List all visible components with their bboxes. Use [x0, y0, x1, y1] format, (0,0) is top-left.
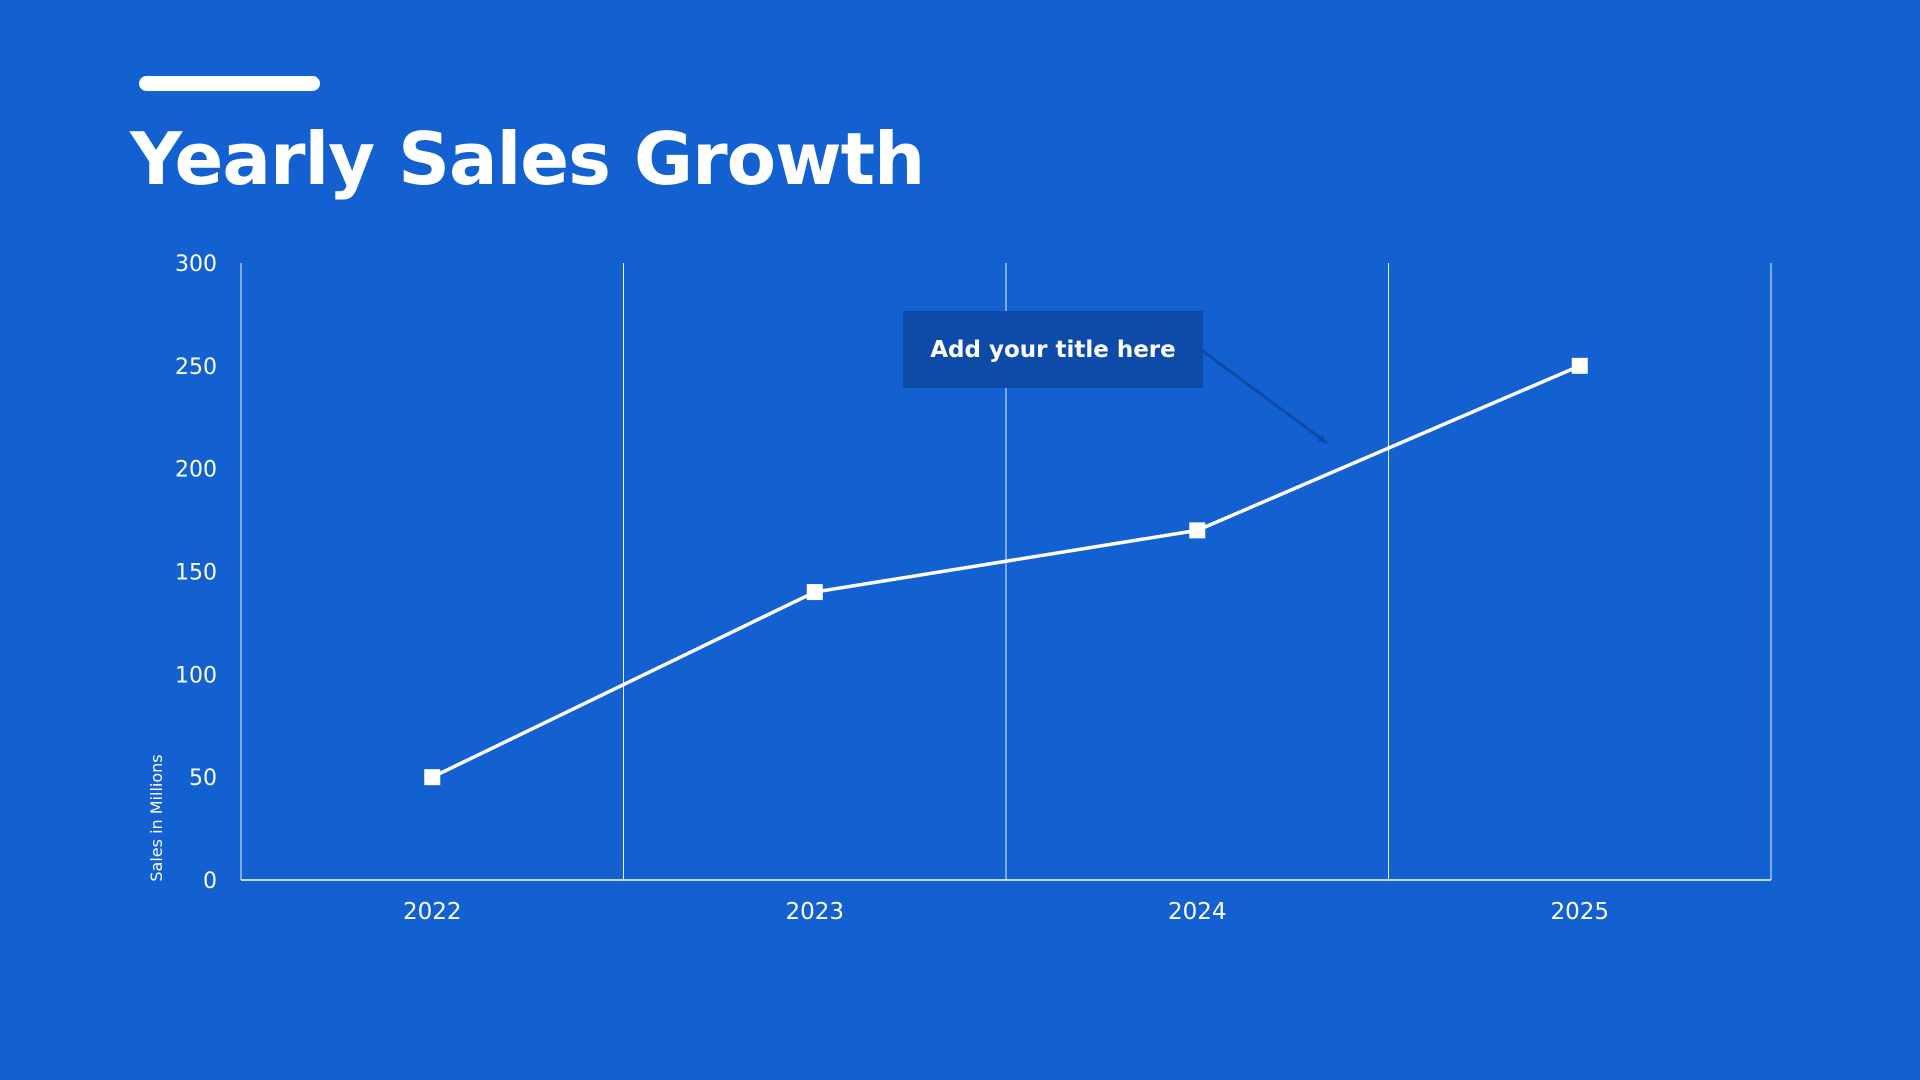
- chart-series: [431, 364, 1581, 779]
- y-tick-label-100: 100: [175, 663, 217, 688]
- x-tick-label-2022: 2022: [403, 899, 462, 925]
- chart-markers: [424, 357, 1588, 786]
- data-point-2023: [806, 584, 823, 601]
- y-tick-label-250: 250: [175, 355, 217, 380]
- x-tick-label-2025: 2025: [1550, 899, 1609, 925]
- series-line-0: [431, 364, 1581, 779]
- y-tick-label-300: 300: [175, 252, 217, 277]
- callout-text: Add your title here: [930, 336, 1176, 363]
- y-axis-label: Sales in Millions: [147, 754, 166, 881]
- y-tick-label-0: 0: [203, 869, 217, 894]
- callout-box: Add your title here: [903, 311, 1203, 388]
- y-tick-label-200: 200: [175, 458, 217, 483]
- data-point-2024: [1189, 522, 1206, 539]
- y-axis-tick-labels: 0 50 100 150 200 250 300: [175, 252, 217, 894]
- x-axis-tick-labels: 2022 2023 2024 2025: [403, 899, 1609, 925]
- x-tick-label-2023: 2023: [785, 899, 844, 925]
- y-tick-label-50: 50: [189, 766, 217, 791]
- data-point-2022: [424, 769, 441, 786]
- slide-title: Yearly Sales Growth: [130, 117, 925, 201]
- y-tick-label-150: 150: [175, 561, 217, 586]
- data-point-2025: [1571, 357, 1588, 374]
- callout-arrow: [1199, 347, 1328, 445]
- chart-gridlines: [240, 263, 1772, 880]
- x-tick-label-2024: 2024: [1168, 899, 1227, 925]
- title-accent-bar: [139, 76, 320, 91]
